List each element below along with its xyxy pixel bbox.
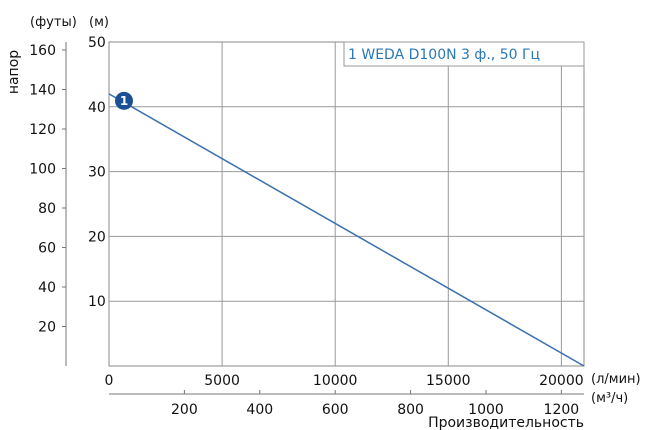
tick-labels: 0 5000 10000 15000 20000 10 20 30 40 50 20 40 60 80 10… <box>29 35 583 418</box>
x-tick-lpm: 20000 <box>539 373 584 389</box>
y-tick-ft: 140 <box>29 82 56 98</box>
y-tick-ft: 100 <box>29 161 56 177</box>
x-tick-m3h: 400 <box>246 402 273 418</box>
x-tick-lpm: 5000 <box>204 373 240 389</box>
x-tick-m3h: 600 <box>322 402 349 418</box>
grid <box>109 42 584 366</box>
x-tick-m3h: 800 <box>397 402 424 418</box>
y-tick-ft: 120 <box>29 122 56 138</box>
x-tick-m3h: 1200 <box>544 402 580 418</box>
x-tick-m3h: 200 <box>171 402 198 418</box>
plot-frame <box>109 42 584 366</box>
y-tick-m: 50 <box>88 35 106 51</box>
y-unit-ft-label: (футы) <box>30 15 77 30</box>
x-unit-lpm-label: (л/мин) <box>591 372 641 387</box>
x-unit-m3h-label: (м³/ч) <box>591 391 628 406</box>
legend-text: 1 WEDA D100N 3 ф., 50 Гц <box>348 47 540 63</box>
y-tick-m: 40 <box>88 100 106 116</box>
x-tick-lpm: 15000 <box>426 373 471 389</box>
axes <box>62 42 584 394</box>
y-axis-title: напор <box>6 50 22 94</box>
x-tick-lpm: 0 <box>105 373 114 389</box>
y-tick-m: 20 <box>88 229 106 245</box>
y-tick-ft: 20 <box>38 319 56 335</box>
y-tick-ft: 60 <box>38 240 56 256</box>
series-line <box>109 94 584 366</box>
y-tick-ft: 160 <box>29 43 56 59</box>
y-tick-m: 10 <box>88 294 106 310</box>
series-layer: 1 <box>109 92 584 366</box>
x-tick-lpm: 10000 <box>313 373 358 389</box>
series-marker-label: 1 <box>120 94 128 108</box>
x-tick-m3h: 1000 <box>468 402 504 418</box>
y-tick-ft: 80 <box>38 201 56 217</box>
y-tick-ft: 40 <box>38 280 56 296</box>
y-unit-m-label: (м) <box>89 15 109 30</box>
y-tick-m: 30 <box>88 165 106 181</box>
